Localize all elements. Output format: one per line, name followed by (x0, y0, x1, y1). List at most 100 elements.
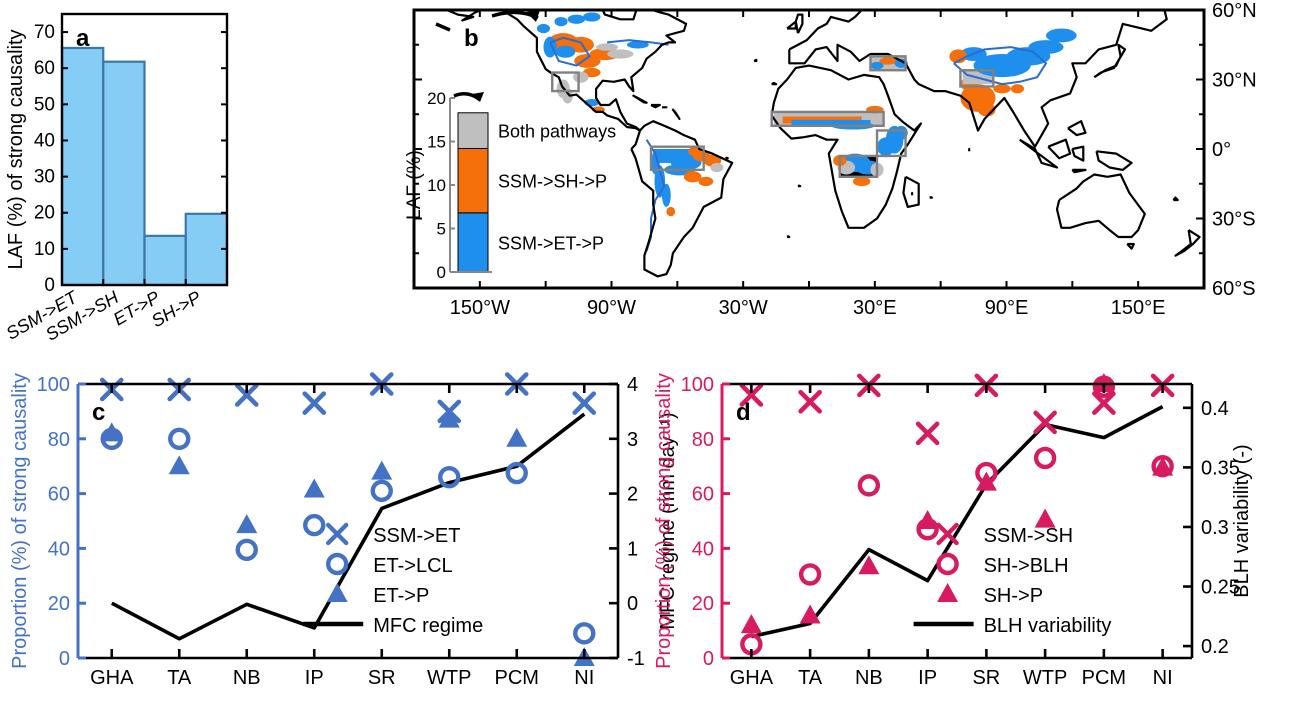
panel-c-marker-triangle (303, 478, 325, 498)
panel-a-ytick-label: 30 (34, 167, 55, 188)
panel-c-ytick2-label: 1 (627, 538, 638, 560)
panel-b-coastline (771, 81, 778, 86)
panel-c-xtick-label: PCM (495, 667, 539, 689)
panel-c-ytick-label: 40 (48, 538, 70, 560)
panel-b-coastline (786, 20, 797, 30)
panel-d-marker-triangle (917, 510, 939, 529)
panel-b-region-box (875, 129, 907, 158)
panel-c-ytick-label: 80 (48, 429, 70, 451)
panel-a-ylabel: LAF (%) of strong causality (5, 29, 27, 269)
panel-b-inset-ytick-label: 20 (427, 89, 446, 108)
panel-b-coastline (1047, 138, 1072, 160)
panel-b-coastline (1093, 43, 1127, 79)
panel-a-bar (102, 60, 146, 287)
panel-c-ytick2-label: 3 (627, 429, 638, 451)
panel-b-inset-segment (457, 112, 489, 149)
panel-b-coastline (1095, 150, 1133, 171)
panel-d-marker-stroke (739, 383, 764, 407)
panel-b-region-box (551, 71, 580, 93)
panel-c-legend-marker-x (326, 522, 349, 546)
panel-b-coastline (1019, 138, 1059, 169)
panel-b-pathway-patch (993, 84, 1011, 94)
panel-d-label: d (736, 399, 751, 426)
panel-b-coastline (753, 58, 758, 63)
panel-d-xtick-label: NI (1153, 667, 1173, 689)
panel-b-pathway-patch (1010, 84, 1025, 94)
panel-b-pathway-patch (626, 41, 649, 49)
panel-b-pathway-patch (949, 49, 967, 64)
panel-c-legend-label: ET->LCL (373, 555, 452, 577)
panel-d-ytick-label: 60 (692, 484, 714, 506)
panel-d-legend: SSM->SH SH->BLH SH->P BLH variability (913, 522, 1111, 637)
panel-b-ytick-label: 60°N (1212, 0, 1257, 22)
panel-d-xtick-label: IP (918, 667, 937, 689)
panel-c-marker-stroke (302, 391, 327, 415)
panel-a-ytick-label: 20 (34, 203, 55, 224)
panel-c-ytick-label: 100 (37, 374, 70, 396)
panel-c-legend: SSM->ET ET->LCL ET->P MFC regime (303, 522, 483, 637)
panel-b-ytick-label: 30°S (1212, 209, 1256, 231)
panel-b-pathway-patch (596, 43, 619, 51)
panel-d-marker-triangle (858, 555, 880, 575)
panel-b-region-box (869, 55, 907, 72)
panel-b-map-layer (445, 10, 1201, 278)
panel-c-legend-marker-triangle (326, 583, 348, 602)
panel-c-marker-circle (370, 479, 393, 503)
panel-c-xtick-label: WTP (427, 667, 471, 689)
panel-d-legend-marker-circle (936, 552, 959, 576)
panel-d-marker-triangle (1093, 373, 1115, 392)
panel-b-pathway-patch (852, 176, 871, 187)
panel-b-region-box (649, 145, 705, 172)
panel-b-pathway-patch (666, 206, 676, 217)
panel-b-xtick-label: 90°W (587, 297, 636, 319)
panel-b-pathway-patch (567, 14, 586, 24)
panel-d-ytick2-label: 0.3 (1201, 517, 1229, 539)
panel-d-ylabel2: BLH variability (-) (1231, 444, 1253, 597)
panel-b-coastline (797, 184, 802, 188)
panel-b-coastline (1174, 229, 1201, 257)
panel-b-coastline (630, 120, 734, 278)
panel-b-inset-ytick-label: 10 (427, 176, 446, 195)
panel-d-line-series (751, 405, 1164, 639)
panel-b-coastline (650, 103, 661, 109)
panel-d-ytick2-label: 0.2 (1201, 636, 1229, 658)
panel-d-legend-label: SSM->SH (984, 525, 1073, 547)
panel-c-marker-circle (438, 465, 461, 489)
panel-d-marker-triangle (1034, 508, 1056, 528)
panel-c-marker-stroke (572, 391, 597, 415)
panel-d-xtick-label: WTP (1023, 667, 1067, 689)
panel-b-pathway-patch (661, 183, 671, 207)
panel-d-ytick-label: 80 (692, 429, 714, 451)
panel-a-bar (184, 212, 229, 287)
panel-b-coastline (1071, 145, 1085, 162)
panel-d-legend-marker-triangle (937, 583, 959, 602)
panel-c-ytick2-label: 4 (627, 374, 638, 396)
panel-b-pathway-patch (555, 45, 576, 58)
panel-b-xtick-label: 150°E (1111, 297, 1166, 319)
panel-b-coastline (1126, 242, 1135, 250)
panel-b-ytick-label: 30°N (1212, 70, 1257, 92)
panel-b-coastline (788, 10, 1176, 148)
panel-d-marker-circle (1033, 446, 1057, 470)
panel-b-inset-ytick-label: 0 (437, 263, 446, 282)
panel-b-pathway-patch (536, 23, 551, 34)
panel-b-xtick-label: 30°E (853, 297, 897, 319)
panel-b-pathway-patch (683, 171, 702, 183)
panel-d: 0 20 40 60 80 100 0.2 0.25 0.3 0.35 0.4 GHA TA NB IP SR… (653, 373, 1253, 689)
panel-a-ytick-label: 70 (34, 22, 55, 43)
panel-c-marker-x (302, 391, 327, 415)
panel-b: 0 5 10 15 20 SSM->ET->P SSM->SH->P Both pathway… (404, 0, 1257, 319)
panel-c-xtick-label: TA (167, 667, 192, 689)
panel-d-ytick-label: 100 (681, 374, 714, 396)
panel-b-pathway-patch (1028, 40, 1064, 55)
panel-c-marker-x (572, 391, 597, 415)
panel-a: 010203040506070SSM->ETSSM->SHET->PSH->PL… (3, 12, 229, 345)
panel-d-ytick2-label: 0.35 (1201, 457, 1240, 479)
panel-c-xtick-label: SR (368, 667, 396, 689)
panel-b-region-box (838, 154, 879, 178)
panel-b-xtick-label: 90°E (985, 297, 1029, 319)
panel-c-marker-stroke (234, 383, 259, 407)
panel-c-marker-circle (235, 538, 258, 561)
panel-d-xtick-label: TA (798, 667, 823, 689)
